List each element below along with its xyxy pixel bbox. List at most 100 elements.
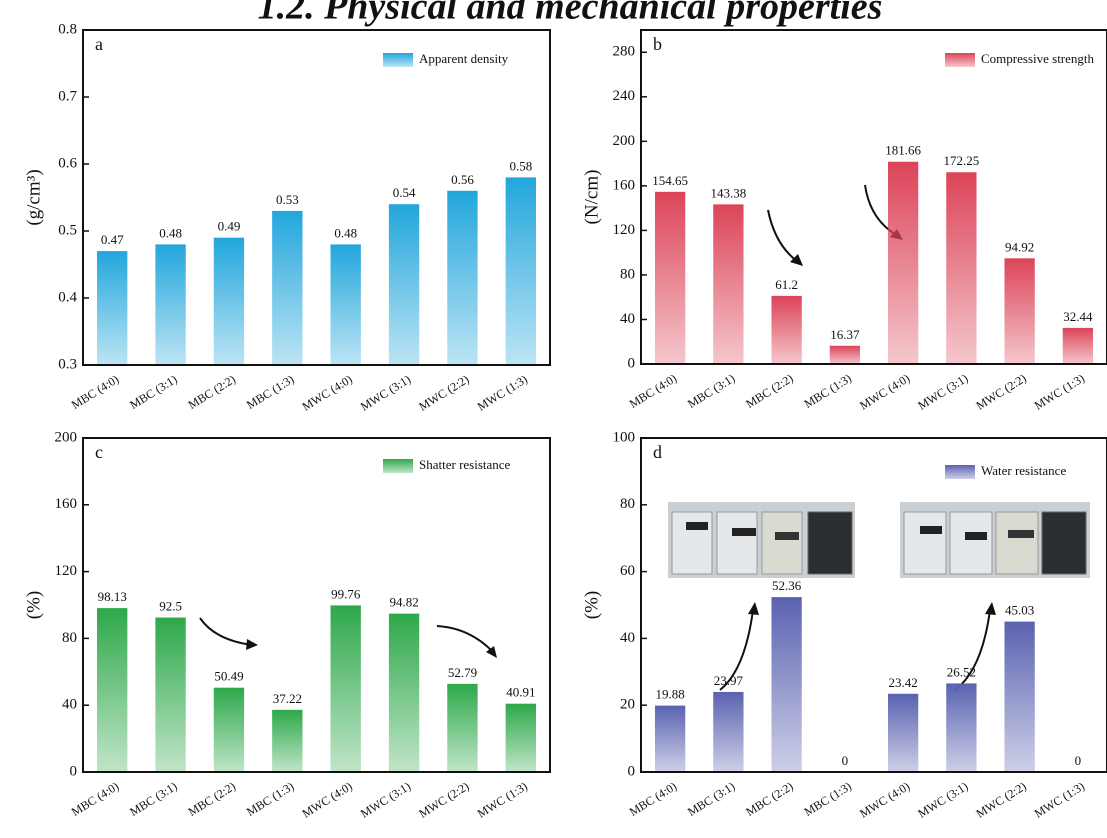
bar [655, 192, 685, 364]
value-label: 172.25 [944, 153, 980, 168]
beaker [808, 512, 852, 574]
value-label: 98.13 [98, 589, 127, 604]
value-label: 52.36 [772, 578, 802, 593]
value-label: 0.48 [334, 225, 357, 240]
x-tick-label: MWC (3:1) [358, 372, 413, 414]
legend-label: Water resistance [981, 463, 1066, 478]
value-label: 0.58 [509, 158, 532, 173]
y-axis-label: (%) [23, 591, 44, 619]
x-tick-label: MBC (4:0) [69, 372, 121, 412]
panel: 98.1392.550.4937.2299.7694.8252.7940.91S… [23, 429, 550, 820]
figure: 1.2. Physical and mechanical properties … [0, 0, 1107, 838]
x-tick-label: MBC (2:2) [186, 372, 238, 412]
bar [830, 346, 860, 364]
x-tick-label: MWC (2:2) [416, 779, 471, 821]
x-tick-label: MBC (3:1) [127, 372, 179, 412]
bar [97, 608, 127, 772]
value-label: 0.49 [218, 219, 241, 234]
x-tick-label: MBC (1:3) [244, 779, 296, 819]
y-tick-label: 200 [55, 429, 78, 445]
value-label: 181.66 [885, 143, 921, 158]
panel-label: d [653, 442, 662, 462]
x-tick-label: MBC (3:1) [685, 371, 737, 411]
value-label: 0.53 [276, 192, 299, 207]
x-tick-label: MWC (4:0) [857, 779, 912, 821]
x-tick-label: MBC (2:2) [186, 779, 238, 819]
legend-swatch [383, 459, 413, 473]
bar [272, 710, 302, 772]
y-tick-label: 240 [613, 88, 636, 104]
bar [272, 211, 302, 365]
plot-frame [641, 438, 1107, 772]
value-label: 92.5 [159, 599, 182, 614]
value-label: 26.52 [947, 664, 976, 679]
bar [1063, 328, 1093, 364]
value-label: 0 [842, 753, 849, 768]
value-label: 0.56 [451, 172, 474, 187]
bar [331, 605, 361, 772]
x-tick-label: MWC (1:3) [1032, 779, 1087, 821]
value-label: 52.79 [448, 665, 477, 680]
value-label: 45.03 [1005, 603, 1034, 618]
y-tick-label: 20 [620, 697, 635, 713]
x-tick-label: MBC (1:3) [802, 779, 854, 819]
y-tick-label: 0.7 [58, 88, 77, 104]
sample [965, 532, 987, 540]
x-tick-label: MWC (1:3) [475, 779, 530, 821]
y-axis-label: (N/cm) [581, 170, 602, 225]
arrow [200, 618, 252, 645]
bar [946, 172, 976, 364]
x-tick-label: MWC (2:2) [416, 372, 471, 414]
panel: 154.65143.3861.216.37181.66172.2594.9232… [581, 30, 1107, 413]
y-tick-label: 40 [620, 311, 635, 327]
beaker [672, 512, 712, 574]
bar [214, 238, 244, 365]
y-tick-label: 120 [613, 222, 636, 238]
plot-frame [83, 438, 550, 772]
value-label: 16.37 [830, 327, 860, 342]
value-label: 0.48 [159, 225, 182, 240]
x-tick-label: MWC (2:2) [973, 371, 1028, 413]
x-tick-label: MBC (3:1) [127, 779, 179, 819]
panel-label: a [95, 34, 103, 54]
y-tick-label: 40 [620, 630, 635, 646]
value-label: 94.82 [389, 595, 418, 610]
y-axis-label: (g/cm³) [23, 169, 44, 225]
x-tick-label: MBC (4:0) [627, 779, 679, 819]
legend-swatch [945, 465, 975, 479]
y-tick-label: 80 [620, 496, 635, 512]
bar [506, 177, 536, 365]
bar [713, 692, 743, 772]
bar [713, 204, 743, 364]
bar [888, 694, 918, 772]
arrow [768, 210, 798, 262]
y-tick-label: 0.4 [58, 289, 77, 305]
panel-label: c [95, 442, 103, 462]
x-tick-label: MWC (1:3) [475, 372, 530, 414]
sample [1008, 530, 1034, 538]
bar [97, 251, 127, 365]
x-tick-label: MBC (2:2) [743, 371, 795, 411]
value-label: 23.97 [714, 673, 744, 688]
value-label: 0 [1075, 753, 1082, 768]
bar [389, 614, 419, 772]
bar [771, 597, 801, 772]
bar [155, 618, 185, 772]
x-tick-label: MWC (3:1) [358, 779, 413, 821]
beaker [996, 512, 1038, 574]
y-tick-label: 80 [62, 630, 77, 646]
bar [946, 683, 976, 772]
bar [655, 706, 685, 772]
value-label: 32.44 [1063, 309, 1093, 324]
bar [155, 244, 185, 365]
sample [732, 528, 756, 536]
panel-label: b [653, 34, 662, 54]
legend-label: Shatter resistance [419, 457, 511, 472]
x-tick-label: MBC (1:3) [244, 372, 296, 412]
value-label: 50.49 [214, 669, 243, 684]
bar [447, 191, 477, 365]
y-tick-label: 120 [55, 563, 78, 579]
x-tick-label: MBC (2:2) [743, 779, 795, 819]
value-label: 99.76 [331, 586, 361, 601]
